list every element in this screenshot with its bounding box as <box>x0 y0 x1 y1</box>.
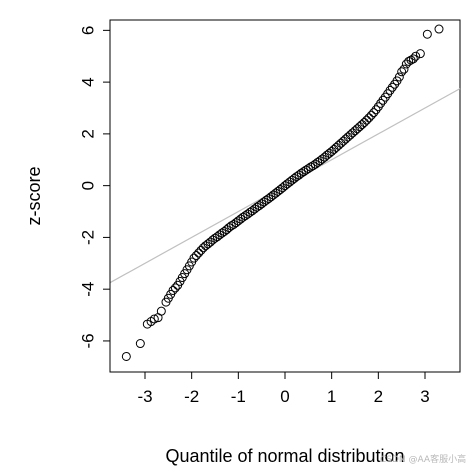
data-point <box>194 248 204 258</box>
data-point <box>306 162 316 172</box>
x-axis: -3 -2 -1 0 1 2 3 <box>137 371 430 406</box>
reference-line <box>109 88 461 284</box>
data-point <box>292 172 302 182</box>
data-point <box>215 230 225 240</box>
data-point <box>341 134 351 144</box>
data-point <box>355 122 365 132</box>
data-point <box>334 140 344 150</box>
data-point <box>415 49 425 59</box>
y-tick-label: -4 <box>79 282 98 297</box>
data-point <box>299 167 309 177</box>
data-point <box>156 306 166 316</box>
data-point <box>338 136 348 146</box>
data-point <box>397 67 407 77</box>
x-tick-label: -1 <box>231 387 246 406</box>
x-tick-label: -3 <box>137 387 152 406</box>
data-point <box>376 98 386 108</box>
data-point <box>357 120 367 130</box>
x-tick-label: 2 <box>374 387 383 406</box>
data-point <box>296 168 306 178</box>
data-point <box>404 56 414 66</box>
data-point <box>208 235 218 245</box>
data-point <box>252 202 262 212</box>
y-tick-label: -2 <box>79 230 98 245</box>
data-point <box>191 251 201 261</box>
data-point <box>210 233 220 243</box>
data-point <box>359 117 369 127</box>
data-point <box>250 204 260 214</box>
data-point <box>364 113 374 123</box>
data-point <box>343 132 353 142</box>
data-point <box>411 51 421 61</box>
y-tick-label: 6 <box>79 26 98 35</box>
x-tick-label: 1 <box>327 387 336 406</box>
data-point <box>238 212 248 222</box>
y-tick-label: 0 <box>79 181 98 190</box>
x-tick-label: 0 <box>280 387 289 406</box>
data-point <box>434 24 444 34</box>
data-point <box>331 142 341 152</box>
data-point <box>226 221 236 231</box>
data-point <box>240 211 250 221</box>
data-point <box>146 317 156 327</box>
data-point <box>350 126 360 136</box>
data-point <box>236 214 246 224</box>
y-axis-title: z-score <box>24 166 44 225</box>
data-point <box>408 54 418 64</box>
data-point <box>308 161 318 171</box>
data-point <box>217 228 227 238</box>
data-point <box>294 170 304 180</box>
data-point <box>135 339 145 349</box>
data-point <box>259 197 269 207</box>
data-point <box>149 314 159 324</box>
x-tick-label: -2 <box>184 387 199 406</box>
data-point <box>261 195 271 205</box>
data-point <box>245 207 255 217</box>
y-tick-label: -6 <box>79 333 98 348</box>
data-point <box>352 124 362 134</box>
data-point <box>362 115 372 125</box>
data-point <box>336 138 346 148</box>
data-point <box>385 85 395 95</box>
data-point <box>196 245 206 255</box>
watermark: CSDN @AA客服小高 <box>380 455 467 465</box>
data-point <box>121 351 131 361</box>
points-group <box>121 24 444 361</box>
data-point <box>170 283 180 293</box>
data-point <box>345 130 355 140</box>
data-point <box>189 253 199 263</box>
data-point <box>387 82 397 92</box>
data-point <box>289 173 299 183</box>
data-point <box>310 159 320 169</box>
data-point <box>348 128 358 138</box>
data-point <box>422 29 432 39</box>
data-point <box>243 209 253 219</box>
data-point <box>394 72 404 82</box>
data-point <box>399 64 409 74</box>
x-axis-title: Quantile of normal distribution <box>165 446 404 466</box>
data-point <box>168 285 178 295</box>
y-tick-label: 4 <box>79 77 98 86</box>
y-axis: -6 -4 -2 0 2 4 6 <box>79 26 111 349</box>
data-point <box>366 110 376 120</box>
data-point <box>313 157 323 167</box>
y-tick-label: 2 <box>79 129 98 138</box>
data-point <box>224 223 234 233</box>
data-point <box>371 105 381 115</box>
data-point <box>378 95 388 105</box>
data-point <box>303 164 313 174</box>
data-point <box>301 165 311 175</box>
plot-box <box>109 19 461 373</box>
x-tick-label: 3 <box>420 387 429 406</box>
data-point <box>369 108 379 118</box>
